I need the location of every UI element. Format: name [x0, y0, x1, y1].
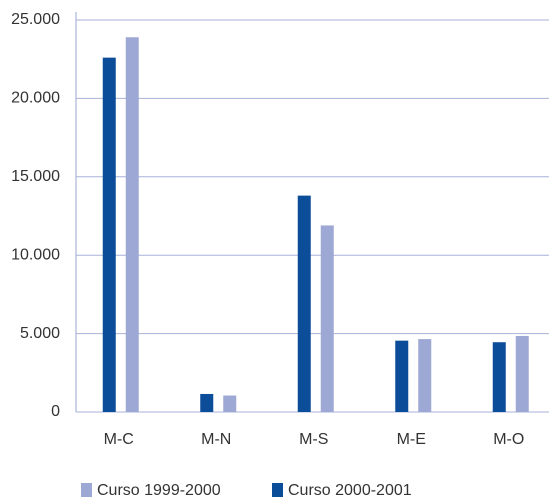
- x-tick-label: M-S: [299, 431, 328, 448]
- y-tick-label: 15.000: [11, 168, 60, 185]
- y-tick-label: 5.000: [20, 325, 60, 342]
- bar: [492, 342, 506, 412]
- x-tick-label: M-C: [104, 431, 134, 448]
- legend-swatch: [81, 483, 92, 497]
- x-tick-label: M-E: [397, 431, 426, 448]
- legend-label: Curso 2000-2001: [288, 482, 412, 499]
- bar: [418, 339, 432, 412]
- bar: [102, 57, 116, 413]
- y-tick-label: 10.000: [11, 246, 60, 263]
- x-tick-label: M-O: [493, 431, 524, 448]
- bar: [297, 195, 311, 412]
- y-tick-label: 25.000: [11, 11, 60, 28]
- y-tick-label: 0: [51, 403, 60, 420]
- x-tick-label: M-N: [201, 431, 231, 448]
- y-tick-label: 20.000: [11, 90, 60, 107]
- legend-swatch: [272, 483, 283, 497]
- legend-label: Curso 1999-2000: [97, 482, 221, 499]
- bar: [515, 335, 529, 412]
- bar: [125, 37, 139, 413]
- bar: [223, 395, 237, 412]
- bar: [395, 340, 409, 412]
- bar: [200, 393, 214, 412]
- bar: [320, 225, 334, 412]
